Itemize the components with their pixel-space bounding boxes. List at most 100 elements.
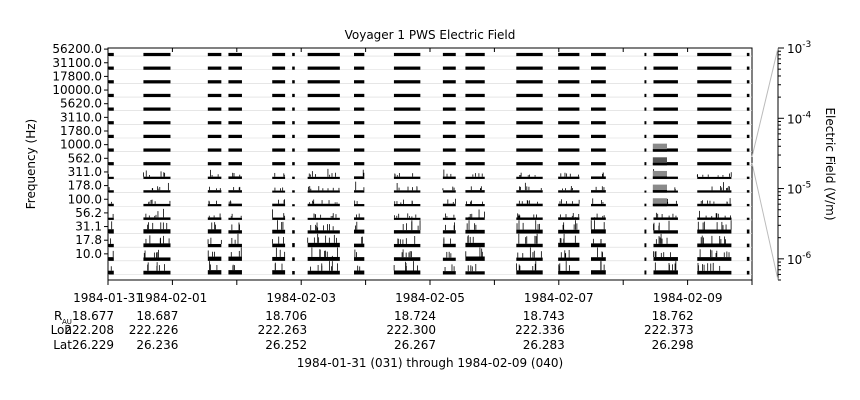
y-tick-label: 56.2 [75, 206, 102, 220]
data-segment [108, 257, 114, 261]
data-segment [207, 176, 222, 179]
ephemeris-lon-value: 222.226 [129, 323, 179, 337]
data-segment [292, 107, 295, 111]
data-segment [228, 190, 242, 193]
data-segment [393, 257, 421, 261]
data-segment [746, 190, 750, 193]
data-segment [272, 256, 286, 261]
data-segment [591, 270, 606, 275]
colorbar-tick-label: 10-4 [787, 110, 812, 126]
data-segment [465, 203, 485, 207]
data-segment [516, 176, 543, 179]
data-segment [746, 52, 750, 57]
data-segment [143, 176, 171, 179]
channel-traces [108, 52, 752, 275]
channel-row-12 [108, 107, 752, 111]
data-segment [697, 107, 732, 111]
ephemeris-r-value: 18.706 [265, 309, 307, 323]
data-segment [591, 190, 606, 193]
data-segment [746, 80, 750, 84]
data-segment [354, 217, 365, 220]
data-segment [307, 148, 340, 152]
data-segment [465, 190, 485, 193]
data-segment [644, 134, 647, 138]
data-segment [143, 52, 171, 57]
data-segment [393, 270, 421, 275]
data-segment [393, 52, 421, 57]
channel-row-11 [108, 121, 752, 125]
x-tick-label: 1984-02-07 [524, 291, 594, 305]
colorbar-tick-label: 10-5 [787, 181, 811, 197]
channel-row-10 [108, 134, 752, 139]
channel-row-15 [108, 66, 752, 71]
data-segment [393, 66, 421, 70]
data-segment [653, 107, 678, 111]
data-segment [465, 80, 485, 84]
y-tick-label: 10000.0 [52, 83, 102, 97]
data-segment [516, 217, 543, 220]
data-segment [697, 66, 732, 70]
data-segment [307, 134, 340, 138]
data-segment [558, 121, 580, 125]
data-segment [644, 257, 647, 261]
ephemeris-lon-value: 222.300 [386, 323, 436, 337]
channel-row-16 [108, 52, 752, 57]
data-segment [108, 162, 114, 166]
data-segment [465, 229, 485, 234]
data-segment [307, 242, 340, 248]
data-segment [292, 230, 295, 234]
data-segment [558, 203, 580, 207]
data-segment [653, 134, 678, 138]
data-segment [558, 162, 580, 166]
data-segment [207, 162, 222, 166]
data-segment [697, 80, 732, 84]
data-segment [558, 270, 580, 275]
data-segment [558, 107, 580, 111]
data-segment [746, 176, 750, 179]
data-segment [442, 243, 456, 248]
data-segment [228, 203, 242, 207]
data-segment [442, 148, 456, 152]
data-segment [746, 148, 750, 152]
data-segment [307, 162, 340, 166]
data-segment [207, 270, 222, 275]
data-segment [292, 190, 295, 193]
data-segment [558, 134, 580, 138]
ephemeris-lat-value: 26.236 [136, 338, 178, 352]
data-segment [307, 217, 340, 220]
data-segment [746, 217, 750, 220]
data-segment [644, 243, 647, 248]
data-segment [143, 257, 171, 261]
data-segment [228, 162, 242, 166]
data-segment [207, 107, 222, 111]
data-segment [393, 162, 421, 166]
ephemeris-lat-value: 26.252 [265, 338, 307, 352]
x-tick-label: 1984-02-09 [653, 291, 723, 305]
data-segment [697, 257, 732, 261]
data-segment [465, 242, 485, 248]
data-segment [272, 190, 286, 193]
data-segment [644, 52, 647, 57]
data-segment [393, 80, 421, 84]
data-segment [292, 66, 295, 70]
data-segment [108, 243, 114, 248]
data-segment [108, 66, 114, 70]
y-tick-label: 1000.0 [60, 138, 102, 152]
data-segment [292, 271, 295, 275]
data-segment [143, 93, 171, 98]
y-tick-label: 3110.0 [60, 110, 102, 124]
data-segment [272, 176, 286, 179]
data-segment [591, 93, 606, 98]
data-segment [354, 270, 365, 275]
data-segment [307, 66, 340, 70]
ephemeris-row-label-lat: Lat [53, 338, 72, 352]
data-segment [653, 80, 678, 84]
data-segment [746, 229, 750, 234]
data-segment [292, 80, 295, 84]
data-segment [108, 134, 114, 138]
colorbar-tick-label: 10-3 [787, 40, 811, 56]
data-segment [393, 230, 421, 234]
data-segment [307, 190, 340, 193]
